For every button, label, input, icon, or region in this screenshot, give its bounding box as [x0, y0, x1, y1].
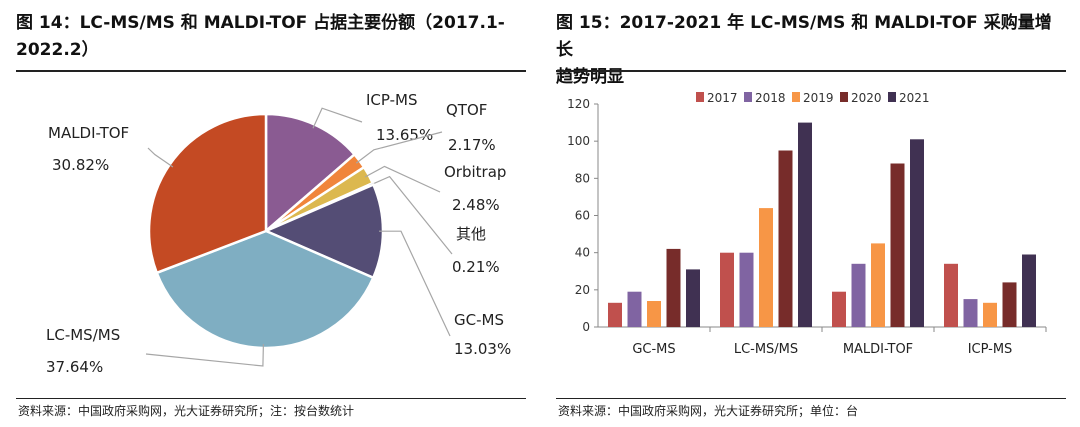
- pie-label-other: 其他: [456, 225, 486, 243]
- pie-value-qtof: 2.17%: [448, 136, 496, 154]
- bar-icp-ms-2019: [983, 302, 997, 327]
- bar-maldi-tof-2017: [832, 291, 846, 327]
- bar-icp-ms-2020: [1002, 282, 1017, 327]
- pie-chart: ICP-MS 13.65% QTOF 2.17% Orbitrap 2.48% 其他 0.21…: [46, 91, 511, 376]
- legend-label-2017: 2017: [707, 91, 738, 105]
- bar-source-divider: [556, 398, 1066, 399]
- x-category-label: LC-MS/MS: [734, 342, 798, 357]
- pie-value-lc-ms-ms: 37.64%: [46, 358, 103, 376]
- legend-label-2018: 2018: [755, 91, 786, 105]
- y-tick-label: 120: [567, 97, 590, 111]
- bar-maldi-tof-2018: [851, 263, 866, 327]
- pie-title-line-1: 图 14：LC-MS/MS 和 MALDI-TOF 占据主要份额（2017.1-: [16, 13, 505, 33]
- pie-leader-line-gc-ms: [379, 230, 451, 337]
- bar-maldi-tof-2020: [890, 163, 905, 327]
- y-tick-label: 0: [582, 320, 590, 334]
- bar-lc-ms-ms-2021: [798, 122, 812, 327]
- pie-leader-line-orbitrap: [364, 165, 441, 193]
- pie-title-line-2: 2022.2）: [16, 40, 99, 60]
- legend-swatch-2017: [696, 92, 704, 102]
- bar-gc-ms-2017: [608, 302, 622, 327]
- pie-figure-panel: 图 14：LC-MS/MS 和 MALDI-TOF 占据主要份额（2017.1-…: [16, 0, 526, 427]
- bar-lc-ms-ms-2018: [739, 252, 754, 327]
- bar-chart: 0 20 40 60 80 100 120 GC-MS LC-MS/MS MALDI-TOF ICP…: [567, 91, 1047, 357]
- pie-leader-line-qtof: [355, 131, 443, 164]
- pie-source-note: 资料来源：中国政府采购网，光大证券研究所；注：按台数统计: [18, 404, 355, 418]
- y-tick-label: 40: [575, 246, 590, 260]
- bar-maldi-tof-2019: [871, 243, 885, 327]
- legend-swatch-2018: [744, 92, 752, 102]
- pie-leader-line-maldi-tof: [147, 147, 174, 168]
- bar-gc-ms-2018: [627, 291, 642, 327]
- bar-lc-ms-ms-2020: [778, 150, 793, 327]
- legend-label-2019: 2019: [803, 91, 834, 105]
- bar-lc-ms-ms-2017: [720, 252, 734, 327]
- legend-swatch-2021: [888, 92, 896, 102]
- bar-title-line-1: 图 15：2017-2021 年 LC-MS/MS 和 MALDI-TOF 采购…: [556, 13, 1052, 60]
- bar-maldi-tof-2021: [910, 139, 924, 327]
- bar-icp-ms-2017: [944, 263, 958, 327]
- pie-value-gc-ms: 13.03%: [454, 340, 511, 358]
- pie-leader-line-lc-ms-ms: [145, 343, 264, 367]
- legend-swatch-2020: [840, 92, 848, 102]
- pie-value-icp-ms: 13.65%: [376, 126, 433, 144]
- y-tick-label: 100: [567, 134, 590, 148]
- legend-swatch-2019: [792, 92, 800, 102]
- pie-label-orbitrap: Orbitrap: [444, 163, 506, 181]
- pie-leader-line-icp-ms: [312, 107, 363, 129]
- pie-value-maldi-tof: 30.82%: [52, 156, 109, 174]
- x-category-label: ICP-MS: [968, 342, 1013, 357]
- pie-label-icp-ms: ICP-MS: [366, 91, 418, 109]
- bar-icp-ms-2021: [1022, 254, 1036, 327]
- bar-title-divider: [556, 70, 1066, 72]
- pie-label-maldi-tof: MALDI-TOF: [48, 124, 129, 142]
- bar-gc-ms-2020: [666, 248, 681, 327]
- pie-label-qtof: QTOF: [446, 101, 487, 119]
- pie-figure-title: 图 14：LC-MS/MS 和 MALDI-TOF 占据主要份额（2017.1-…: [16, 10, 526, 64]
- bar-title-line-2: 趋势明显: [556, 67, 624, 87]
- pie-label-gc-ms: GC-MS: [454, 311, 504, 329]
- bar-figure-title: 图 15：2017-2021 年 LC-MS/MS 和 MALDI-TOF 采购…: [556, 10, 1066, 91]
- pie-title-divider: [16, 70, 526, 72]
- x-category-label: GC-MS: [632, 342, 675, 357]
- x-category-label: MALDI-TOF: [843, 342, 913, 357]
- pie-source-divider: [16, 398, 526, 399]
- legend-label-2020: 2020: [851, 91, 882, 105]
- bar-source-note: 资料来源：中国政府采购网，光大证券研究所；单位：台: [558, 404, 859, 418]
- y-tick-label: 80: [575, 171, 590, 185]
- bar-icp-ms-2018: [963, 299, 978, 327]
- bar-figure-panel: 图 15：2017-2021 年 LC-MS/MS 和 MALDI-TOF 采购…: [556, 0, 1066, 427]
- bar-gc-ms-2019: [647, 301, 661, 327]
- bar-lc-ms-ms-2019: [759, 208, 773, 327]
- pie-leader-line-other: [369, 175, 453, 255]
- pie-label-lc-ms-ms: LC-MS/MS: [46, 326, 120, 344]
- legend-label-2021: 2021: [899, 91, 930, 105]
- bar-gc-ms-2021: [686, 269, 700, 327]
- y-tick-label: 20: [575, 283, 590, 297]
- y-tick-label: 60: [575, 209, 590, 223]
- pie-value-other: 0.21%: [452, 258, 500, 276]
- pie-value-orbitrap: 2.48%: [452, 196, 500, 214]
